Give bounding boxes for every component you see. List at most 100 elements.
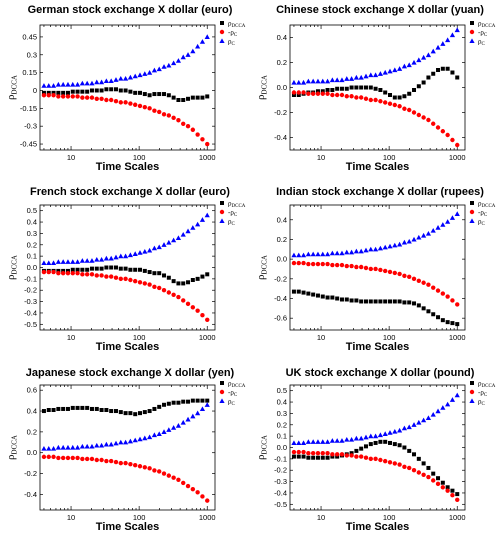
y-tick-label: -0.5 (24, 320, 37, 329)
data-point (426, 75, 431, 80)
data-point (291, 252, 297, 258)
legend-label: ρDCCA (228, 380, 246, 390)
y-axis-label-sub: DCCA (261, 435, 269, 454)
data-point (353, 248, 359, 254)
data-point (161, 288, 167, 293)
data-point (416, 112, 422, 118)
data-point (349, 298, 354, 303)
y-tick-label: 0.2 (27, 427, 37, 436)
data-point (156, 66, 162, 72)
data-point (449, 397, 456, 402)
y-tick-label: 0.0 (27, 263, 37, 272)
data-point (113, 275, 119, 280)
data-point (157, 469, 162, 474)
legend-marker (470, 201, 474, 205)
data-point (402, 94, 407, 99)
data-point (152, 468, 157, 473)
data-point (84, 95, 90, 100)
data-point (89, 272, 95, 277)
data-point (435, 408, 441, 414)
data-point (186, 399, 191, 404)
data-point (104, 87, 109, 92)
data-point (421, 472, 426, 477)
data-point (306, 261, 311, 267)
data-point (445, 66, 450, 71)
legend-marker (469, 38, 475, 43)
data-point (190, 413, 196, 419)
data-point (344, 249, 350, 255)
data-point (79, 443, 85, 449)
legend-marker (219, 29, 225, 35)
y-tick-label: 0.15 (22, 68, 37, 77)
data-point (195, 132, 200, 137)
data-point (128, 461, 133, 467)
y-tick-label: 0.2 (27, 240, 37, 249)
data-point (41, 445, 47, 451)
legend-marker (219, 38, 225, 43)
data-point (55, 81, 61, 87)
data-point (56, 268, 61, 273)
data-point (325, 88, 330, 92)
data-point (56, 270, 61, 276)
data-point (421, 280, 426, 285)
data-point (46, 260, 52, 266)
data-point (138, 90, 143, 95)
data-point (349, 94, 354, 99)
data-point (157, 92, 162, 97)
data-point (406, 238, 412, 244)
data-point (161, 64, 167, 69)
data-point (392, 67, 398, 73)
data-point (113, 459, 119, 465)
data-point (205, 272, 210, 277)
data-point (84, 80, 90, 86)
data-point (190, 486, 196, 492)
data-point (388, 440, 393, 445)
data-point (315, 450, 321, 456)
data-point (147, 282, 152, 287)
data-point (354, 298, 359, 303)
data-point (348, 436, 355, 442)
legend-label: ρC (478, 218, 486, 228)
legend-marker (220, 381, 224, 385)
data-point (377, 71, 383, 76)
data-point (104, 97, 109, 103)
data-point (445, 488, 450, 493)
data-point (406, 62, 412, 68)
data-point (354, 448, 359, 453)
data-point (195, 221, 201, 227)
data-point (108, 441, 114, 447)
data-point (70, 455, 75, 461)
legend-marker (220, 201, 224, 205)
legend-marker (219, 218, 225, 223)
data-point (431, 71, 436, 76)
data-point (166, 62, 172, 68)
data-point (334, 77, 340, 83)
data-point (296, 93, 301, 97)
data-point (151, 245, 158, 251)
y-tick-label: 0.0 (277, 443, 287, 452)
chart-panel-5: Japanese stock exchange X dollar (yen) -0… (5, 367, 246, 533)
data-point (411, 59, 417, 65)
data-point (195, 490, 200, 495)
x-tick-label: 100 (383, 513, 396, 522)
y-tick-label: 0.3 (27, 50, 37, 59)
data-point (175, 58, 182, 63)
data-point (412, 88, 417, 92)
data-point (118, 276, 123, 282)
data-point (200, 137, 205, 142)
data-point (94, 88, 99, 93)
data-point (205, 498, 210, 503)
legend-label: -ρC (228, 29, 238, 39)
data-point (99, 96, 104, 102)
data-point (84, 456, 90, 462)
data-point (85, 89, 90, 94)
data-point (51, 93, 56, 98)
y-axis-label-base: ρ (255, 454, 267, 460)
y-tick-label: -0.1 (24, 274, 37, 283)
data-point (421, 80, 426, 85)
data-point (127, 252, 133, 258)
data-point (387, 269, 393, 275)
data-point (133, 90, 138, 95)
data-point (166, 275, 171, 280)
